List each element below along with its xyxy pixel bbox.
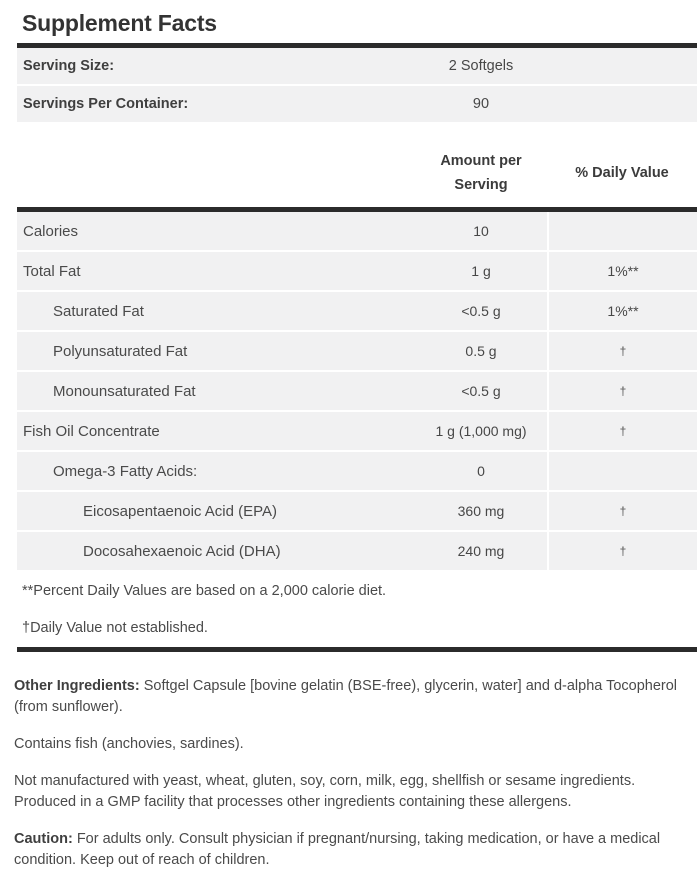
nutrient-label: Fish Oil Concentrate (23, 422, 160, 440)
nutrient-daily-value: † (549, 332, 697, 370)
nutrient-daily-value (549, 212, 697, 250)
serving-size-value: 2 Softgels (448, 58, 514, 74)
nutrient-amount: 1 g (471, 263, 491, 279)
supplement-notes: Other Ingredients: Softgel Capsule [bovi… (14, 676, 681, 871)
page-title: Supplement Facts (22, 10, 217, 36)
nutrient-label: Total Fat (23, 262, 81, 280)
nutrient-table: Calories 10 Total Fat 1 g 1%** Saturated… (17, 212, 697, 570)
nutrient-label: Eicosapentaenoic Acid (EPA) (83, 502, 277, 520)
nutrient-daily-value (549, 452, 697, 490)
caution-lead: Caution: (14, 831, 73, 847)
table-row-dha: Docosahexaenoic Acid (DHA) 240 mg † (17, 532, 697, 570)
nutrient-label: Monounsaturated Fat (53, 382, 196, 400)
table-row-monounsaturated-fat: Monounsaturated Fat <0.5 g † (17, 372, 697, 410)
nutrient-amount: 240 mg (457, 543, 505, 559)
nutrient-amount: 1 g (1,000 mg) (435, 423, 527, 439)
contains-statement: Contains fish (anchovies, sardines). (14, 736, 244, 752)
nutrient-daily-value: † (549, 412, 697, 450)
table-row-polyunsaturated-fat: Polyunsaturated Fat 0.5 g † (17, 332, 697, 370)
nutrient-amount: 10 (473, 223, 489, 239)
nutrient-label: Polyunsaturated Fat (53, 342, 188, 360)
other-ingredients-text: Softgel Capsule [bovine gelatin (BSE-fre… (14, 678, 678, 715)
servings-per-container-value: 90 (472, 96, 490, 112)
divider-bar-top (17, 43, 697, 48)
serving-info-table: Serving Size: 2 Softgels Servings Per Co… (17, 48, 697, 122)
allergen-statement: Not manufactured with yeast, wheat, glut… (14, 773, 636, 810)
other-ingredients-lead: Other Ingredients: (14, 678, 140, 694)
serving-size-label: Serving Size: (23, 58, 115, 74)
footnote-percent-daily-value: **Percent Daily Values are based on a 2,… (22, 583, 387, 599)
footnote-daily-value-not-established: †Daily Value not established. (22, 620, 208, 636)
column-header-amount-per-serving: Amount per Serving (440, 153, 522, 193)
table-row-total-fat: Total Fat 1 g 1%** (17, 252, 697, 290)
table-row-fish-oil-concentrate: Fish Oil Concentrate 1 g (1,000 mg) † (17, 412, 697, 450)
nutrient-daily-value: † (549, 532, 697, 570)
serving-size-row: Serving Size: 2 Softgels (17, 48, 697, 84)
caution-paragraph: Caution: For adults only. Consult physic… (14, 829, 681, 871)
nutrient-label: Omega-3 Fatty Acids: (53, 462, 198, 480)
servings-per-container-row: Servings Per Container: 90 (17, 86, 697, 122)
nutrient-label: Calories (23, 222, 79, 240)
table-row-calories: Calories 10 (17, 212, 697, 250)
nutrient-amount: <0.5 g (461, 383, 501, 399)
nutrient-amount: 0 (477, 463, 485, 479)
nutrient-daily-value: † (549, 492, 697, 530)
nutrient-label: Saturated Fat (53, 302, 144, 320)
divider-bar-bottom (17, 647, 697, 652)
column-header-daily-value: % Daily Value (575, 165, 669, 181)
table-row-omega-3-fatty-acids: Omega-3 Fatty Acids: 0 (17, 452, 697, 490)
footnotes: **Percent Daily Values are based on a 2,… (22, 583, 697, 636)
nutrient-daily-value: 1%** (549, 292, 697, 330)
nutrient-amount: <0.5 g (461, 303, 501, 319)
nutrient-daily-value: 1%** (549, 252, 697, 290)
other-ingredients-paragraph: Other Ingredients: Softgel Capsule [bovi… (14, 676, 681, 718)
table-row-epa: Eicosapentaenoic Acid (EPA) 360 mg † (17, 492, 697, 530)
nutrient-label: Docosahexaenoic Acid (DHA) (83, 542, 281, 560)
divider-bar-table-top (17, 207, 697, 212)
caution-text: For adults only. Consult physician if pr… (14, 831, 661, 868)
nutrient-amount: 360 mg (457, 503, 505, 519)
table-row-saturated-fat: Saturated Fat <0.5 g 1%** (17, 292, 697, 330)
nutrient-amount: 0.5 g (465, 343, 497, 359)
servings-per-container-label: Servings Per Container: (23, 96, 189, 112)
table-column-headers: Amount per Serving % Daily Value (17, 149, 697, 207)
nutrient-daily-value: † (549, 372, 697, 410)
